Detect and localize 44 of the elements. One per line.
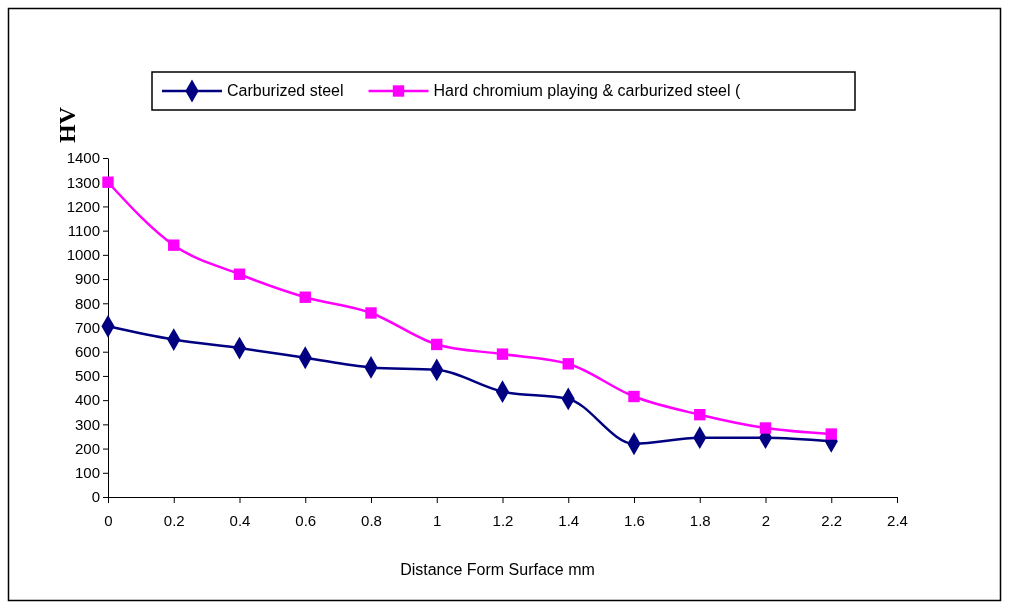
y-tick-label: 400 bbox=[74, 391, 100, 409]
point bbox=[168, 239, 180, 251]
point bbox=[694, 408, 706, 421]
y-tick-label: 1300 bbox=[66, 173, 100, 191]
x-tick-label: 2.4 bbox=[887, 511, 908, 529]
x-tick-label: 0.6 bbox=[295, 511, 317, 529]
x-tick-label: 0.8 bbox=[361, 511, 382, 529]
y-tick-label: 500 bbox=[74, 367, 100, 385]
x-tick-label: 1 bbox=[433, 511, 442, 529]
point bbox=[825, 428, 837, 440]
x-tick-label: 0.2 bbox=[163, 511, 185, 529]
y-tick-label: 600 bbox=[74, 343, 100, 361]
y-tick-label: 800 bbox=[74, 294, 100, 312]
x-axis-title: Distance Form Surface mm bbox=[400, 561, 595, 578]
point bbox=[759, 422, 772, 434]
y-tick-label: 100 bbox=[74, 464, 100, 482]
legend-label: Carburized steel bbox=[227, 82, 344, 99]
point bbox=[233, 268, 246, 280]
y-tick-label: 1400 bbox=[66, 149, 100, 167]
y-tick-label: 0 bbox=[91, 488, 100, 506]
point bbox=[102, 176, 114, 188]
y-axis-title: HV bbox=[54, 106, 80, 143]
y-tick-label: 1100 bbox=[67, 221, 100, 239]
y-tick-label: 200 bbox=[74, 439, 100, 457]
x-tick-label: 0.4 bbox=[229, 511, 251, 529]
x-tick-label: 0 bbox=[104, 511, 113, 529]
x-tick-label: 1.4 bbox=[558, 511, 580, 529]
point bbox=[299, 291, 311, 303]
y-tick-label: 700 bbox=[74, 318, 100, 336]
y-tick-label: 300 bbox=[74, 415, 100, 433]
point bbox=[628, 390, 640, 403]
y-tick-label: 900 bbox=[74, 270, 100, 288]
point bbox=[562, 358, 574, 370]
point bbox=[431, 338, 443, 351]
legend-label: Hard chromium playing & carburized steel ( bbox=[433, 82, 741, 99]
point bbox=[496, 348, 509, 360]
x-tick-label: 1.2 bbox=[492, 511, 514, 529]
x-tick-label: 2.2 bbox=[821, 511, 843, 529]
y-tick-label: 1200 bbox=[66, 197, 100, 215]
x-tick-label: 1.8 bbox=[689, 511, 711, 529]
y-tick-label: 1000 bbox=[66, 246, 100, 264]
x-tick-label: 1.6 bbox=[624, 511, 645, 529]
point bbox=[365, 307, 377, 319]
x-tick-label: 2 bbox=[761, 511, 771, 529]
